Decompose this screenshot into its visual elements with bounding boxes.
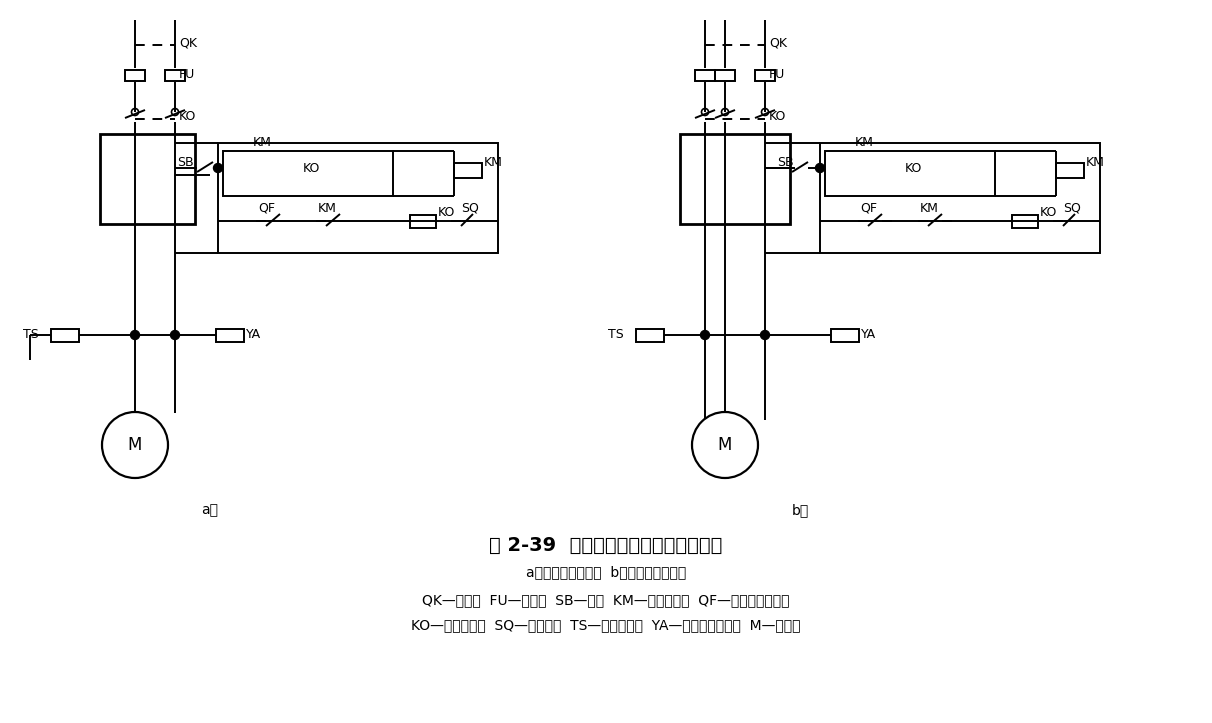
Bar: [715, 69, 734, 80]
Text: TS: TS: [23, 328, 39, 341]
Text: SQ: SQ: [461, 202, 479, 215]
Bar: [1012, 215, 1037, 228]
Text: b）: b）: [791, 503, 808, 517]
Text: KO: KO: [905, 163, 922, 176]
Text: KM: KM: [920, 202, 939, 215]
Circle shape: [213, 163, 223, 173]
Text: QK: QK: [768, 36, 787, 49]
Circle shape: [760, 330, 770, 340]
Text: KM: KM: [318, 202, 337, 215]
Bar: [831, 328, 859, 341]
Text: KO: KO: [438, 207, 456, 220]
Bar: [125, 69, 145, 80]
Circle shape: [816, 163, 824, 173]
Text: KO: KO: [768, 109, 787, 122]
Text: SB: SB: [177, 155, 194, 168]
Text: QK—刀开关  FU—熔断器  SB—按钮  KM—中间继电器  QF—断路器辅助触头: QK—刀开关 FU—熔断器 SB—按钮 KM—中间继电器 QF—断路器辅助触头: [422, 593, 790, 607]
Text: KM: KM: [484, 155, 503, 168]
Bar: [223, 151, 393, 196]
Text: a）: a）: [201, 503, 218, 517]
Text: SQ: SQ: [1063, 202, 1081, 215]
Bar: [218, 143, 498, 253]
Text: KO—合闸接触器  SQ—行程开关  TS—失压脱扣器  YA—制动电磁铁线圈  M—电动机: KO—合闸接触器 SQ—行程开关 TS—失压脱扣器 YA—制动电磁铁线圈 M—电…: [411, 618, 801, 632]
Text: QK: QK: [179, 36, 198, 49]
Text: YA: YA: [246, 328, 261, 341]
Text: YA: YA: [861, 328, 876, 341]
Bar: [821, 143, 1100, 253]
Bar: [1056, 163, 1084, 178]
Bar: [165, 69, 185, 80]
Text: 图 2-39  断路器的电动机操作控制电路: 图 2-39 断路器的电动机操作控制电路: [490, 536, 722, 555]
Text: M: M: [127, 436, 142, 454]
Bar: [454, 163, 482, 178]
Bar: [680, 134, 790, 224]
Text: SB: SB: [777, 155, 794, 168]
Text: KM: KM: [253, 137, 271, 150]
Bar: [825, 151, 995, 196]
Circle shape: [171, 330, 179, 340]
Text: FU: FU: [179, 67, 195, 80]
Text: KO: KO: [179, 109, 196, 122]
Text: TS: TS: [608, 328, 624, 341]
Text: M: M: [718, 436, 732, 454]
Text: QF: QF: [258, 202, 275, 215]
Text: QF: QF: [861, 202, 877, 215]
Circle shape: [131, 330, 139, 340]
Circle shape: [701, 330, 709, 340]
Bar: [755, 69, 774, 80]
Bar: [216, 328, 244, 341]
Circle shape: [102, 412, 168, 478]
Bar: [636, 328, 664, 341]
Text: a）直流电动机操作  b）交流电动机操作: a）直流电动机操作 b）交流电动机操作: [526, 565, 686, 579]
Text: KM: KM: [854, 137, 874, 150]
Text: KO: KO: [303, 163, 320, 176]
Bar: [694, 69, 715, 80]
Bar: [410, 215, 436, 228]
Text: KM: KM: [1086, 155, 1105, 168]
Bar: [51, 328, 79, 341]
Text: FU: FU: [768, 67, 785, 80]
Circle shape: [692, 412, 758, 478]
Text: KO: KO: [1040, 207, 1057, 220]
Bar: [101, 134, 195, 224]
